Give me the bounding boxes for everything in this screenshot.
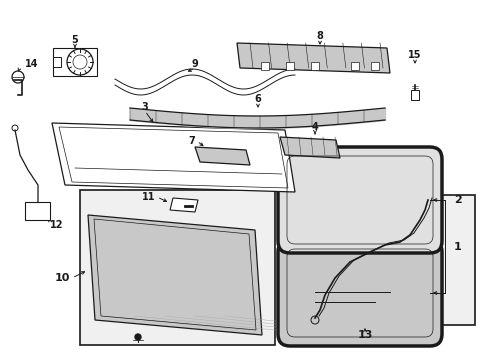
- Bar: [53, 57, 61, 67]
- Text: 5: 5: [71, 35, 78, 45]
- Polygon shape: [52, 123, 294, 192]
- Bar: [410, 90, 418, 100]
- Text: 9: 9: [191, 59, 198, 69]
- FancyBboxPatch shape: [278, 147, 441, 253]
- FancyBboxPatch shape: [278, 240, 441, 346]
- Polygon shape: [88, 215, 262, 335]
- Bar: [261, 62, 268, 70]
- Bar: [25, 202, 50, 220]
- Text: 7: 7: [188, 136, 195, 146]
- Bar: [350, 62, 358, 70]
- Text: 2: 2: [453, 195, 461, 205]
- Text: 4: 4: [311, 122, 318, 132]
- Text: 13: 13: [357, 330, 372, 340]
- Polygon shape: [237, 43, 389, 73]
- Text: 11: 11: [141, 192, 155, 202]
- Polygon shape: [280, 137, 339, 158]
- Text: 14: 14: [25, 59, 39, 69]
- Polygon shape: [195, 147, 249, 165]
- Text: 6: 6: [254, 94, 261, 104]
- Bar: [370, 62, 378, 70]
- Bar: [285, 62, 293, 70]
- Text: 8: 8: [316, 31, 323, 41]
- Text: 12: 12: [50, 220, 63, 230]
- Text: 1: 1: [453, 242, 461, 252]
- Bar: [53, 48, 97, 76]
- Text: 3: 3: [142, 102, 148, 112]
- Bar: [309, 195, 474, 325]
- Text: 10: 10: [55, 273, 70, 283]
- Text: 15: 15: [407, 50, 421, 60]
- Bar: [80, 190, 274, 345]
- Circle shape: [135, 334, 141, 340]
- Polygon shape: [170, 198, 198, 212]
- Bar: [310, 62, 318, 70]
